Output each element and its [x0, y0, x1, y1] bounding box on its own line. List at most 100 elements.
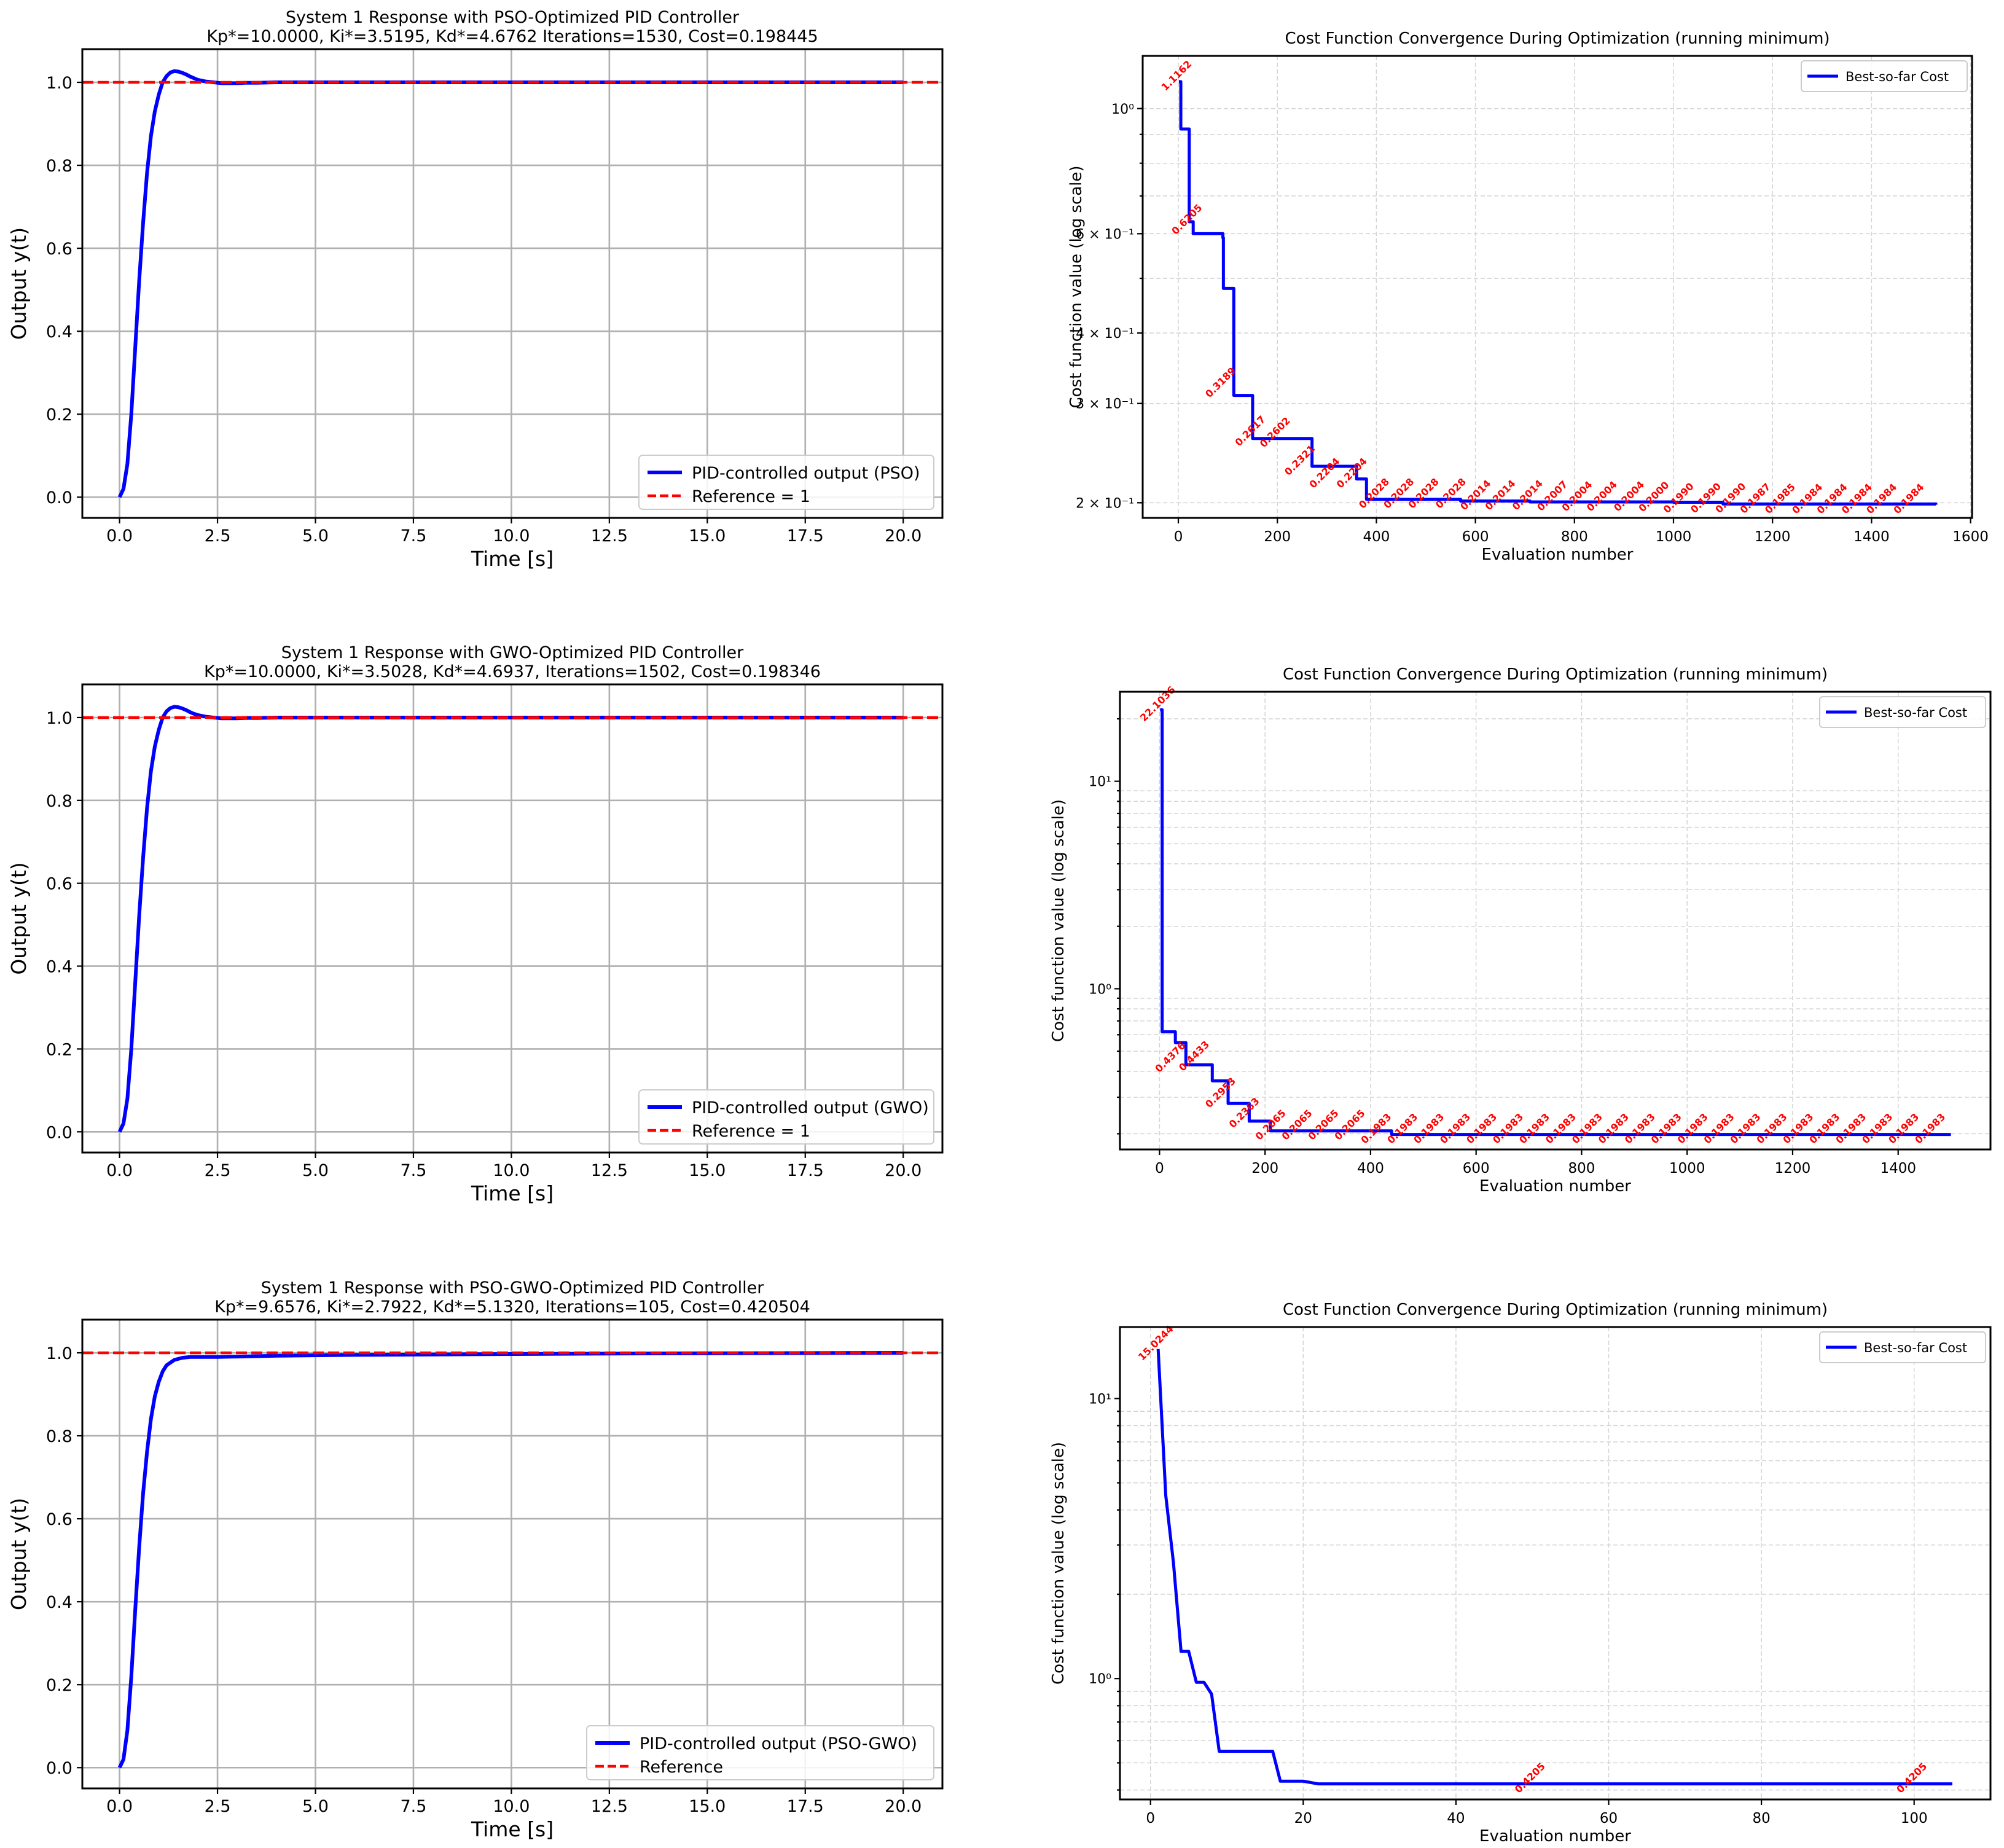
legend-label: Reference = 1 [692, 487, 810, 506]
plot-frame [1119, 1326, 1992, 1801]
x-tick-label: 1600 [1952, 529, 1989, 545]
legend: PID-controlled output (GWO) Reference = 1 [638, 1089, 934, 1145]
x-tick-label: 400 [1357, 1161, 1384, 1177]
legend-label: PID-controlled output (GWO) [692, 1098, 929, 1118]
legend-label: Best-so-far Cost [1864, 705, 1967, 720]
x-tick-label: 17.5 [787, 1797, 824, 1816]
legend-box [638, 1089, 934, 1145]
legend: PID-controlled output (PSO) Reference = 1 [638, 455, 934, 510]
x-tick-label: 1200 [1775, 1161, 1811, 1177]
data-label: 0.2204 [1334, 455, 1369, 490]
chart-title: System 1 Response with PSO-Optimized PID… [286, 8, 740, 27]
grid [82, 1320, 942, 1788]
y-tick-label: 2 × 10⁻¹ [1076, 496, 1134, 511]
y-tick-label: 0.4 [46, 323, 72, 342]
annotations: 22.10360.43760.44330.29530.23630.20650.2… [1138, 684, 1947, 1146]
y-tick-label: 1.0 [46, 74, 72, 93]
x-tick-label: 7.5 [400, 527, 426, 546]
data-label: 1.1162 [1159, 58, 1194, 93]
x-tick-label: 2.5 [205, 527, 231, 546]
y-axis: 10¹ 10⁰ Cost function value (log scale) [1049, 718, 1120, 1135]
x-tick-label: 0.0 [106, 1161, 133, 1180]
x-tick-label: 5.0 [302, 1797, 329, 1816]
y-tick-label: 3 × 10⁻¹ [1076, 397, 1134, 412]
series [1160, 708, 1951, 1137]
chart-title: Cost Function Convergence During Optimiz… [1285, 29, 1830, 48]
x-tick-label: 600 [1462, 529, 1489, 545]
legend-box [1819, 696, 1986, 728]
chart-title: System 1 Response with GWO-Optimized PID… [281, 643, 744, 662]
y-tick-label: 0.6 [46, 240, 72, 259]
y-axis-label: Output y(t) [7, 227, 31, 340]
grid [82, 684, 942, 1153]
x-tick-label: 1400 [1853, 529, 1890, 545]
plot-frame [81, 1318, 944, 1790]
x-tick-label: 20 [1294, 1811, 1312, 1826]
series [82, 1351, 942, 1769]
chart-title: Cost Function Convergence During Optimiz… [1283, 1301, 1828, 1319]
x-tick-label: 20.0 [885, 527, 922, 546]
y-tick-label: 0.8 [46, 1427, 72, 1446]
x-tick-label: 1200 [1755, 529, 1791, 545]
y-tick-label: 0.2 [46, 1676, 72, 1695]
legend-label: PID-controlled output (PSO-GWO) [640, 1734, 917, 1753]
x-tick-label: 0 [1146, 1811, 1155, 1826]
legend-box [586, 1725, 934, 1780]
x-tick-label: 60 [1600, 1811, 1618, 1826]
legend-box [1819, 1331, 1986, 1363]
chart-title: System 1 Response with PSO-GWO-Optimized… [261, 1278, 765, 1298]
y-tick-label: 10¹ [1089, 775, 1111, 790]
y-tick-label: 0.0 [46, 488, 72, 507]
x-tick-label: 10.0 [493, 527, 530, 546]
chart-1: 0.0 2.5 5.0 7.5 10.0 12.5 15.0 17.5 20.0 Time [s]… [7, 8, 944, 571]
y-tick-label: 0.0 [46, 1123, 72, 1142]
data-label: 0.6205 [1169, 202, 1204, 237]
x-tick-label: 2.5 [205, 1161, 231, 1180]
series-line-1 [1178, 80, 1938, 506]
y-tick-label: 0.2 [46, 405, 72, 425]
y-tick-label: 4 × 10⁻¹ [1076, 326, 1134, 342]
legend: Best-so-far Cost [1819, 696, 1986, 728]
y-tick-label: 0.4 [46, 958, 72, 977]
plot-frame [81, 683, 944, 1154]
y-tick-label: 0.4 [46, 1593, 72, 1612]
series [1156, 1349, 1952, 1786]
x-axis-label: Evaluation number [1479, 1827, 1631, 1846]
x-tick-label: 2.5 [205, 1797, 231, 1816]
x-axis-label: Evaluation number [1482, 546, 1634, 564]
x-tick-label: 0 [1174, 529, 1183, 545]
data-label: 0.1984 [1891, 481, 1926, 516]
legend: Best-so-far Cost [1819, 1331, 1986, 1363]
y-axis: 0.0 0.2 0.4 0.6 0.8 1.0 Output y(t) [7, 74, 82, 507]
y-axis-label: Cost function value (log scale) [1067, 165, 1086, 408]
legend-label: Best-so-far Cost [1845, 69, 1949, 84]
y-tick-label: 0.6 [46, 875, 72, 894]
x-axis-label: Time [s] [471, 1181, 554, 1205]
y-tick-label: 6 × 10⁻¹ [1076, 227, 1134, 242]
y-tick-label: 0.0 [46, 1759, 72, 1778]
data-label: 22.1036 [1138, 684, 1178, 724]
legend-label: Reference [640, 1758, 723, 1777]
data-label: 15.0244 [1136, 1323, 1176, 1363]
series-line-1 [117, 1351, 904, 1769]
x-tick-label: 15.0 [689, 527, 726, 546]
x-axis-label: Evaluation number [1479, 1177, 1631, 1196]
x-tick-label: 1000 [1669, 1161, 1705, 1177]
x-tick-label: 12.5 [591, 1797, 628, 1816]
x-tick-label: 15.0 [689, 1797, 726, 1816]
legend-box [638, 455, 934, 510]
x-tick-label: 400 [1363, 529, 1390, 545]
grid [1120, 1327, 1990, 1799]
x-axis-label: Time [s] [471, 547, 554, 571]
y-axis: 10⁰ 6 × 10⁻¹ 4 × 10⁻¹ 3 × 10⁻¹ 2 × 10⁻¹ Cost … [1067, 102, 1143, 511]
x-tick-label: 1000 [1656, 529, 1692, 545]
plot-frame [81, 48, 944, 519]
legend-box [1801, 60, 1968, 92]
grid [82, 49, 942, 518]
chart-2: 1.11620.62050.31890.26170.26020.23210.22… [1067, 29, 1989, 564]
x-axis: 0 200 400 600 800 1000 1200 1400 1600 Evaluation … [1174, 518, 1989, 564]
x-tick-label: 200 [1251, 1161, 1278, 1177]
